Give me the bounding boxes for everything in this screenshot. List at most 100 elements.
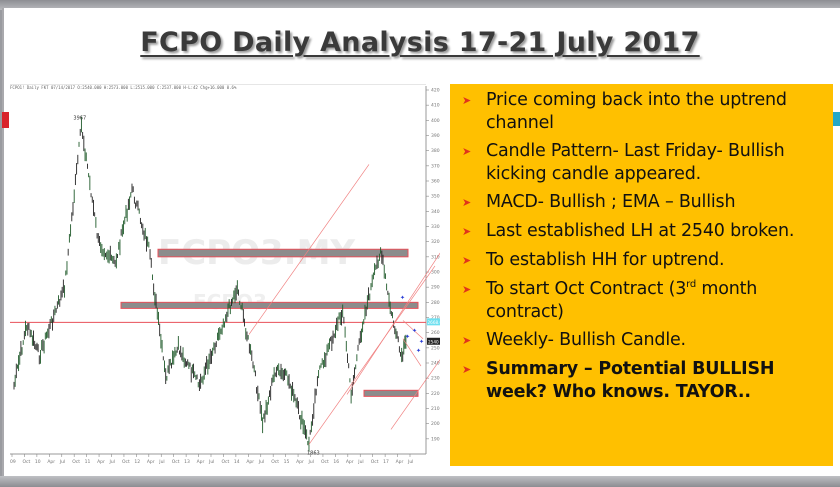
y-tick-label: 4000 bbox=[431, 118, 440, 124]
arrow-bullet-icon: ➤ bbox=[462, 225, 472, 238]
y-tick-label: 3500 bbox=[431, 194, 440, 200]
signal-marker-icon: ✦ bbox=[405, 334, 410, 341]
x-tick-label: Jul bbox=[158, 459, 164, 465]
bullet-item: ➤ MACD- Bullish ; EMA – Bullish bbox=[458, 191, 825, 215]
x-tick-label: Apr bbox=[396, 459, 404, 465]
arrow-bullet-icon: ➤ bbox=[462, 254, 472, 267]
current-price-tag bbox=[427, 337, 440, 345]
bullet-text: To establish HH for uptrend. bbox=[486, 250, 725, 270]
bullet-item: ➤ Weekly- Bullish Candle. bbox=[458, 329, 825, 353]
high-label: 3967 bbox=[73, 115, 86, 121]
arrow-bullet-icon: ➤ bbox=[462, 363, 472, 376]
arrow-bullet-icon: ➤ bbox=[462, 145, 472, 158]
y-tick-label: 3900 bbox=[431, 133, 440, 139]
y-tick-label: 3700 bbox=[431, 163, 440, 169]
bullet-item: ➤ To establish HH for uptrend. bbox=[458, 249, 825, 273]
y-tick-label: 2700 bbox=[431, 315, 440, 321]
channel-line bbox=[248, 164, 370, 335]
x-tick-label: Oct bbox=[321, 459, 329, 465]
price-chart: FCPO1! Daily FKT 07/14/2017 O:2540.000 H… bbox=[8, 83, 480, 470]
price-zone bbox=[363, 389, 419, 397]
x-tick-label: Jul bbox=[357, 459, 363, 465]
x-tick-label: Oct bbox=[122, 459, 130, 465]
x-tick-label: Apr bbox=[346, 459, 354, 465]
chart-header: FCPO1! Daily FKT 07/14/2017 O:2540.000 H… bbox=[10, 85, 237, 90]
x-tick-label: Jul bbox=[258, 459, 264, 465]
arrow-bullet-icon: ➤ bbox=[462, 94, 472, 107]
y-tick-label: 2900 bbox=[431, 285, 440, 291]
y-tick-label: 2200 bbox=[431, 391, 440, 397]
y-tick-label: 4100 bbox=[431, 103, 440, 109]
bullet-item: ➤ To start Oct Contract (3rd month contra… bbox=[458, 278, 825, 324]
wedge-line bbox=[402, 338, 422, 367]
y-tick-label: 4200 bbox=[431, 88, 440, 94]
wedge-line bbox=[402, 320, 424, 339]
x-tick-label: Oct bbox=[371, 459, 379, 465]
bullet-item: ➤ Price coming back into the uptrend chan… bbox=[458, 89, 825, 135]
x-tick-label: 14 bbox=[234, 459, 240, 465]
x-tick-label: Oct bbox=[271, 459, 279, 465]
channel-line bbox=[308, 265, 436, 445]
x-tick-label: Oct bbox=[72, 459, 80, 465]
signal-marker-icon: ✦ bbox=[419, 338, 424, 345]
bullet-text: To start Oct Contract (3rd month contrac… bbox=[486, 279, 758, 322]
y-tick-label: 3300 bbox=[431, 224, 440, 230]
y-tick-label: 3800 bbox=[431, 148, 440, 154]
bullet-text: Last established LH at 2540 broken. bbox=[486, 221, 795, 241]
bullet-text: Summary – Potential BULLISH week? Who kn… bbox=[486, 359, 775, 402]
x-tick-label: 15 bbox=[284, 459, 290, 465]
arrow-bullet-icon: ➤ bbox=[462, 283, 472, 296]
x-tick-label: Jul bbox=[208, 459, 214, 465]
bullet-text: Price coming back into the uptrend chann… bbox=[486, 90, 787, 133]
x-tick-label: Jul bbox=[308, 459, 314, 465]
y-tick-label: 2000 bbox=[431, 421, 440, 427]
y-tick-label: 2400 bbox=[431, 361, 440, 367]
x-tick-label: Apr bbox=[47, 459, 55, 465]
y-tick-label: 2500 bbox=[431, 345, 440, 351]
x-tick-label: Apr bbox=[246, 459, 254, 465]
x-tick-label: Apr bbox=[147, 459, 155, 465]
y-tick-label: 2800 bbox=[431, 300, 440, 306]
x-tick-label: 09 bbox=[10, 459, 16, 465]
resistance-price-tag-text: 2668.000 bbox=[428, 320, 441, 325]
signal-marker-icon: ✦ bbox=[412, 328, 417, 335]
y-tick-label: 2100 bbox=[431, 406, 440, 412]
y-tick-label: 3600 bbox=[431, 179, 440, 185]
x-tick-label: 17 bbox=[383, 459, 389, 465]
teal-accent-tab bbox=[833, 112, 840, 126]
window-bottom-bar bbox=[0, 476, 840, 487]
x-tick-label: 16 bbox=[333, 459, 339, 465]
x-tick-label: Apr bbox=[296, 459, 304, 465]
low-label: 1863 bbox=[307, 450, 320, 456]
y-tick-label: 3100 bbox=[431, 254, 440, 260]
red-accent-tab bbox=[2, 112, 9, 128]
bullet-text: MACD- Bullish ; EMA – Bullish bbox=[486, 192, 736, 212]
analysis-panel: ➤ Price coming back into the uptrend chan… bbox=[450, 84, 833, 466]
arrow-bullet-icon: ➤ bbox=[462, 196, 472, 209]
y-tick-label: 3000 bbox=[431, 270, 440, 276]
bullet-text: Candle Pattern- Last Friday- Bullish kic… bbox=[486, 141, 785, 184]
bullet-text: Weekly- Bullish Candle. bbox=[486, 330, 686, 350]
x-tick-label: Apr bbox=[197, 459, 205, 465]
window-top-bar bbox=[0, 0, 840, 10]
x-tick-label: Oct bbox=[221, 459, 229, 465]
resistance-price-tag bbox=[427, 318, 440, 326]
bullet-item: ➤ Summary – Potential BULLISH week? Who k… bbox=[458, 358, 825, 404]
x-tick-label: Apr bbox=[97, 459, 105, 465]
slide-title: FCPO Daily Analysis 17-21 July 2017 bbox=[140, 27, 700, 58]
x-tick-label: 11 bbox=[85, 459, 91, 465]
arrow-bullet-icon: ➤ bbox=[462, 334, 472, 347]
x-tick-label: Oct bbox=[22, 459, 30, 465]
bullet-item: ➤ Candle Pattern- Last Friday- Bullish ki… bbox=[458, 140, 825, 186]
x-tick-label: Jul bbox=[407, 459, 413, 465]
candlestick-chart-svg: FCPO3.MYFCPO3420041004000390038003700360… bbox=[10, 83, 480, 465]
x-tick-label: Jul bbox=[109, 459, 115, 465]
price-zone bbox=[157, 248, 409, 258]
current-price-tag-text: 2540 bbox=[428, 339, 439, 344]
x-tick-label: Jul bbox=[59, 459, 65, 465]
bullet-list: ➤ Price coming back into the uptrend chan… bbox=[458, 89, 825, 404]
y-tick-label: 2300 bbox=[431, 376, 440, 382]
x-tick-label: Oct bbox=[172, 459, 180, 465]
x-tick-label: 10 bbox=[35, 459, 41, 465]
